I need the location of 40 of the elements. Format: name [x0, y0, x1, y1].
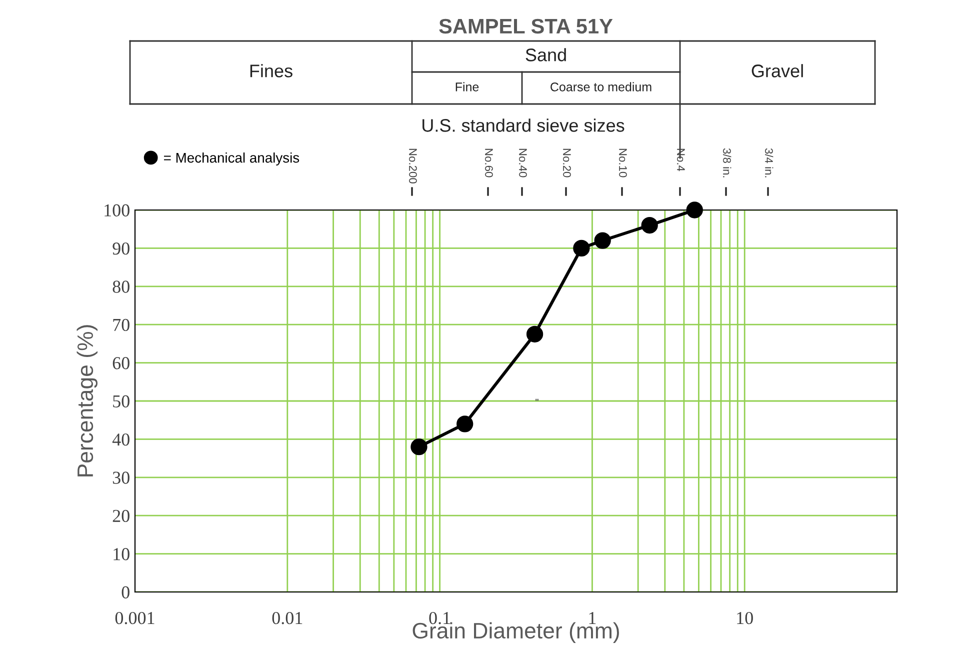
text: 3/4 in. — [765, 148, 774, 178]
x2-axis-title: U.S. standard sieve sizes — [422, 118, 624, 132]
x-tick-label: 10 — [737, 612, 753, 624]
x-tick-label: 0.01 — [272, 612, 302, 624]
legend-label: = Mechanical analysis — [164, 152, 300, 166]
text: No.200 — [409, 148, 417, 184]
y-tick-label: 0 — [122, 586, 130, 598]
text: No.10 — [619, 148, 627, 178]
y-tick-label: 40 — [112, 433, 130, 446]
y-tick-label: 30 — [112, 472, 130, 484]
x-tick-label: 1 — [589, 612, 596, 624]
point — [594, 232, 611, 249]
text: No.40 — [519, 148, 527, 178]
text: Fines — [250, 64, 292, 78]
text: 3/8 in. — [723, 148, 732, 178]
y-tick-label: 80 — [112, 280, 130, 293]
x-tick-label: 0.1 — [429, 612, 450, 624]
text: Coarse to medium — [550, 82, 652, 92]
y-tick-label: 100 — [104, 204, 130, 216]
y-axis-title: Percentage (%) — [76, 325, 98, 476]
point — [456, 416, 474, 432]
point — [686, 202, 703, 218]
y-tick-label: 70 — [113, 318, 130, 332]
y-tick-label: 90 — [112, 242, 130, 255]
x-axis-title: Grain Diameter (mm) — [412, 622, 619, 643]
point — [410, 438, 428, 456]
y-tick-label: 60 — [112, 357, 130, 370]
annotation: " — [536, 398, 538, 401]
text: Sand — [526, 48, 566, 62]
y-tick-label: 20 — [112, 510, 130, 522]
y-tick-label: 10 — [114, 548, 130, 560]
text: Fine — [456, 82, 479, 92]
text: No.60 — [485, 148, 493, 178]
text: Gravel — [752, 64, 803, 78]
y-tick-label: 50 — [113, 395, 130, 408]
x-tick-label: 0.001 — [115, 612, 154, 624]
point — [641, 216, 658, 234]
text: No.4 — [677, 148, 685, 172]
chart-title: SAMPEL STA 51Y — [439, 18, 613, 34]
text: No.20 — [563, 148, 571, 178]
